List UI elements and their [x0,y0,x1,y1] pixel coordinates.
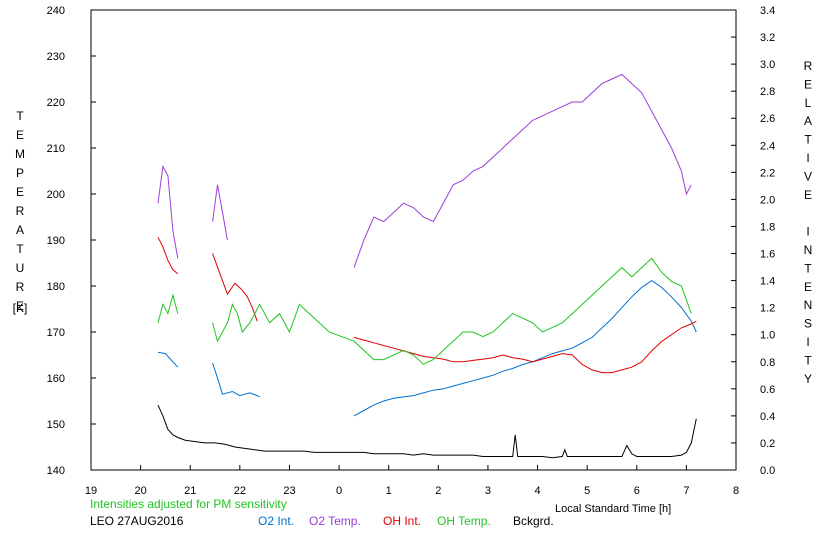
right-tick-label: 0.6 [760,384,775,396]
right-label-letter: E [804,188,812,202]
right-label-letter: N [804,243,813,257]
left-label-letter: E [16,128,24,142]
left-tick-label: 180 [47,281,65,293]
right-label-letter: I [806,151,809,165]
right-label-letter: N [804,298,813,312]
x-tick-label: 6 [634,485,640,497]
legend: O2 Int. O2 Temp. OH Int. OH Temp. Bckgrd. [258,514,554,528]
right-label-letter: R [804,59,813,73]
right-tick-label: 0.2 [760,438,775,450]
x-tick-label: 19 [85,485,97,497]
right-label-letter: T [804,261,812,275]
left-tick-label: 240 [47,5,65,17]
left-label-letter: P [16,166,24,180]
x-tick-label: 7 [683,485,689,497]
right-label-letter: T [804,353,812,367]
left-axis-unit: [K] [13,301,28,315]
note-text: Intensities adjusted for PM sensitivity [90,497,287,511]
right-tick-label: 2.4 [760,140,775,152]
left-tick-label: 230 [47,51,65,63]
right-label-letter: T [804,133,812,147]
legend-entry: O2 Temp. [309,514,361,528]
right-tick-label: 0.4 [760,411,775,423]
right-tick-label: 2.8 [760,86,775,98]
x-tick-label: 23 [283,485,295,497]
x-axis-ticks: 19 20 21 22 23 0 1 2 3 4 5 6 7 8 [85,465,739,497]
right-label-letter: E [804,280,812,294]
left-label-letter: T [16,109,24,123]
legend-entry: OH Int. [383,514,421,528]
legend-entry: Bckgrd. [513,514,554,528]
plot-frame [90,9,737,471]
left-label-letter: R [16,280,25,294]
x-tick-label: 20 [134,485,146,497]
right-tick-label: 2.0 [760,194,775,206]
right-axis-ticks: 0.0 0.2 0.4 0.6 0.8 1.0 1.2 1.4 1.6 1.8 2.0 2.2 2.4 2… [731,5,775,477]
x-axis-label: Local Standard Time [h] [555,503,671,515]
left-tick-label: 200 [47,189,65,201]
right-label-letter: A [804,114,812,128]
left-tick-label: 150 [47,419,65,431]
right-label-letter: E [804,77,812,91]
series-line-oh-int [157,237,697,374]
x-tick-label: 4 [534,485,540,497]
right-label-letter: Y [804,372,812,386]
left-label-letter: E [16,185,24,199]
right-tick-label: 1.2 [760,303,775,315]
right-tick-label: 0.0 [760,465,775,477]
right-tick-label: 3.4 [760,5,775,17]
x-tick-label: 21 [184,485,196,497]
left-label-letter: T [16,242,24,256]
right-label-letter: L [805,96,812,110]
series-line-o2-temp [157,73,692,268]
left-tick-label: 220 [47,97,65,109]
left-axis-ticks: 140 150 160 170 180 190 200 210 220 230 240 [47,5,96,477]
x-tick-label: 3 [485,485,491,497]
legend-entry: O2 Int. [258,514,294,528]
left-label-letter: R [16,204,25,218]
right-tick-label: 1.4 [760,276,775,288]
right-label-letter: V [804,169,812,183]
right-label-letter: S [804,317,812,331]
right-tick-label: 2.6 [760,113,775,125]
left-tick-label: 190 [47,235,65,247]
left-label-letter: E [16,299,24,313]
left-label-letter: U [16,261,25,275]
left-label-letter: M [15,147,25,161]
footer-label: LEO 27AUG2016 [90,514,184,528]
right-tick-label: 1.6 [760,249,775,261]
left-tick-label: 210 [47,143,65,155]
legend-entry: OH Temp. [437,514,491,528]
right-tick-label: 1.8 [760,221,775,233]
left-label-letter: A [16,223,24,237]
x-tick-label: 22 [234,485,246,497]
x-tick-label: 5 [584,485,590,497]
right-tick-label: 3.2 [760,32,775,44]
right-tick-label: 1.0 [760,330,775,342]
right-label-letter: I [806,225,809,239]
series-layer [157,73,697,459]
x-tick-label: 2 [435,485,441,497]
right-tick-label: 0.8 [760,357,775,369]
x-tick-label: 1 [386,485,392,497]
x-tick-label: 0 [336,485,342,497]
left-tick-label: 160 [47,373,65,385]
right-tick-label: 2.2 [760,167,775,179]
series-line-o2-int [157,279,697,417]
left-tick-label: 140 [47,465,65,477]
x-tick-label: 8 [733,485,739,497]
series-line-oh-temp [157,257,692,365]
right-tick-label: 3.0 [760,59,775,71]
left-tick-label: 170 [47,327,65,339]
series-line-bckgrd [157,404,697,459]
right-label-letter: I [806,335,809,349]
